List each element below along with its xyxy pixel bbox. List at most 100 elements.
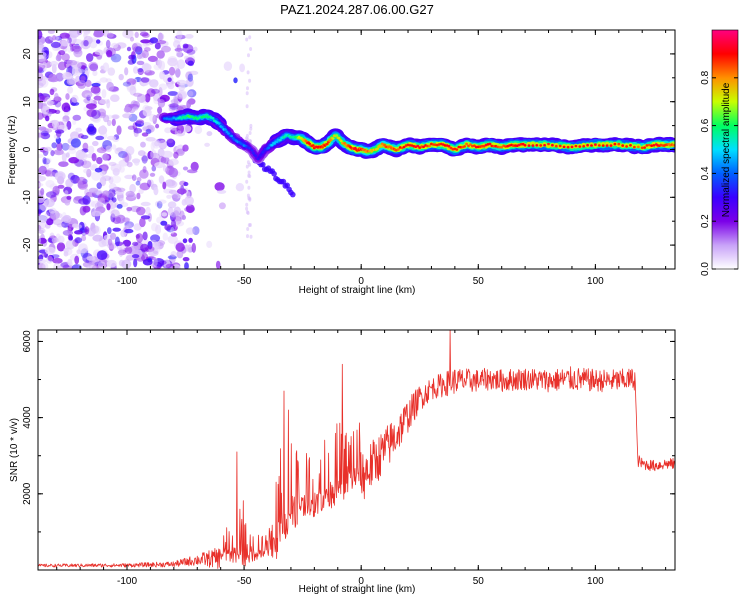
noise-speckle [176,188,187,195]
ridge-point [279,138,282,142]
noise-speckle [38,172,41,179]
noise-speckle [95,135,105,141]
ridge-point [335,134,338,137]
noise-speckle [106,50,113,58]
noise-speckle [157,99,166,108]
noise-speckle [157,106,163,114]
noise-speckle [68,235,74,242]
noise-speckle [68,65,73,75]
noise-speckle [92,140,99,147]
noise-speckle [176,44,181,53]
noise-speckle [149,172,156,177]
noise-speckle [167,255,177,260]
noise-speckle [135,180,141,186]
noise-speckle [38,227,46,234]
noise-speckle [102,62,110,72]
noise-speckle [184,195,195,206]
figure-title: PAZ1.2024.287.06.00.G27 [280,2,434,17]
noise-speckle [152,248,159,254]
noise-speckle [117,249,127,256]
noise-speckle [83,30,91,35]
noise-speckle [245,91,249,96]
noise-speckle [150,141,155,151]
noise-speckle [112,227,121,232]
noise-speckle [192,226,200,236]
x-tick-label: -50 [237,576,252,587]
ridge-point [512,144,515,147]
noise-speckle [248,78,252,83]
noise-speckle [65,239,75,250]
noise-speckle [168,158,179,166]
ridge-point [482,144,486,148]
colorbar-tick-label: 0.8 [700,70,711,84]
ridge-point [257,156,261,159]
noise-speckle [133,127,143,134]
noise-speckle [105,191,115,198]
noise-speckle [96,182,102,190]
noise-speckle [51,142,57,149]
noise-speckle [38,30,43,40]
noise-speckle [52,219,63,226]
x-tick-label: -100 [117,576,137,587]
noise-speckle [161,212,168,217]
noise-speckle [88,61,99,70]
noise-speckle [155,123,160,129]
noise-speckle [107,67,116,76]
noise-speckle [52,185,60,196]
ridge-point [613,142,617,146]
y-tick-label: 10 [22,96,33,108]
noise-speckle [66,59,78,66]
ridge-point [379,145,383,148]
noise-speckle [160,156,167,164]
noise-speckle [186,204,195,214]
noise-speckle [223,61,233,71]
noise-speckle [125,190,135,198]
noise-speckle [68,148,77,154]
ridge-point [275,140,279,144]
ridge-point [172,116,176,120]
noise-speckle [206,131,213,137]
noise-speckle [127,125,135,130]
ridge-point [594,143,597,146]
noise-speckle [38,55,47,62]
noise-speckle [184,262,189,269]
noise-speckle [132,122,138,131]
noise-speckle [145,206,151,215]
noise-speckle [45,115,50,122]
noise-speckle [96,250,108,260]
noise-speckle [153,186,159,196]
ridge-point [217,122,221,125]
noise-speckle [149,79,159,88]
noise-speckle [74,230,83,235]
noise-speckle [167,57,179,67]
colorbar-tick-label: 0.6 [700,118,711,132]
noise-speckle [92,70,98,77]
noise-speckle [216,189,227,194]
ridge-point [428,144,431,148]
noise-speckle [77,30,83,36]
noise-speckle [66,195,72,200]
noise-speckle [145,137,156,142]
noise-speckle [246,227,250,231]
noise-speckle [182,238,188,244]
noise-speckle [84,79,92,87]
noise-speckle [155,224,162,235]
noise-speckle [100,125,106,131]
noise-speckle [91,200,102,209]
noise-speckle [38,51,47,59]
noise-speckle [137,150,146,157]
noise-speckle [72,114,82,121]
noise-speckle [50,41,61,49]
noise-speckle [170,219,176,230]
noise-speckle [186,169,198,174]
noise-speckle [111,55,117,60]
noise-speckle [118,247,124,258]
noise-speckle [173,206,182,217]
ridge-point [500,145,504,149]
ridge-point [225,130,229,134]
noise-speckle [153,84,158,92]
noise-speckle [247,185,251,190]
noise-speckle [152,114,157,125]
ridge-point [527,144,531,147]
